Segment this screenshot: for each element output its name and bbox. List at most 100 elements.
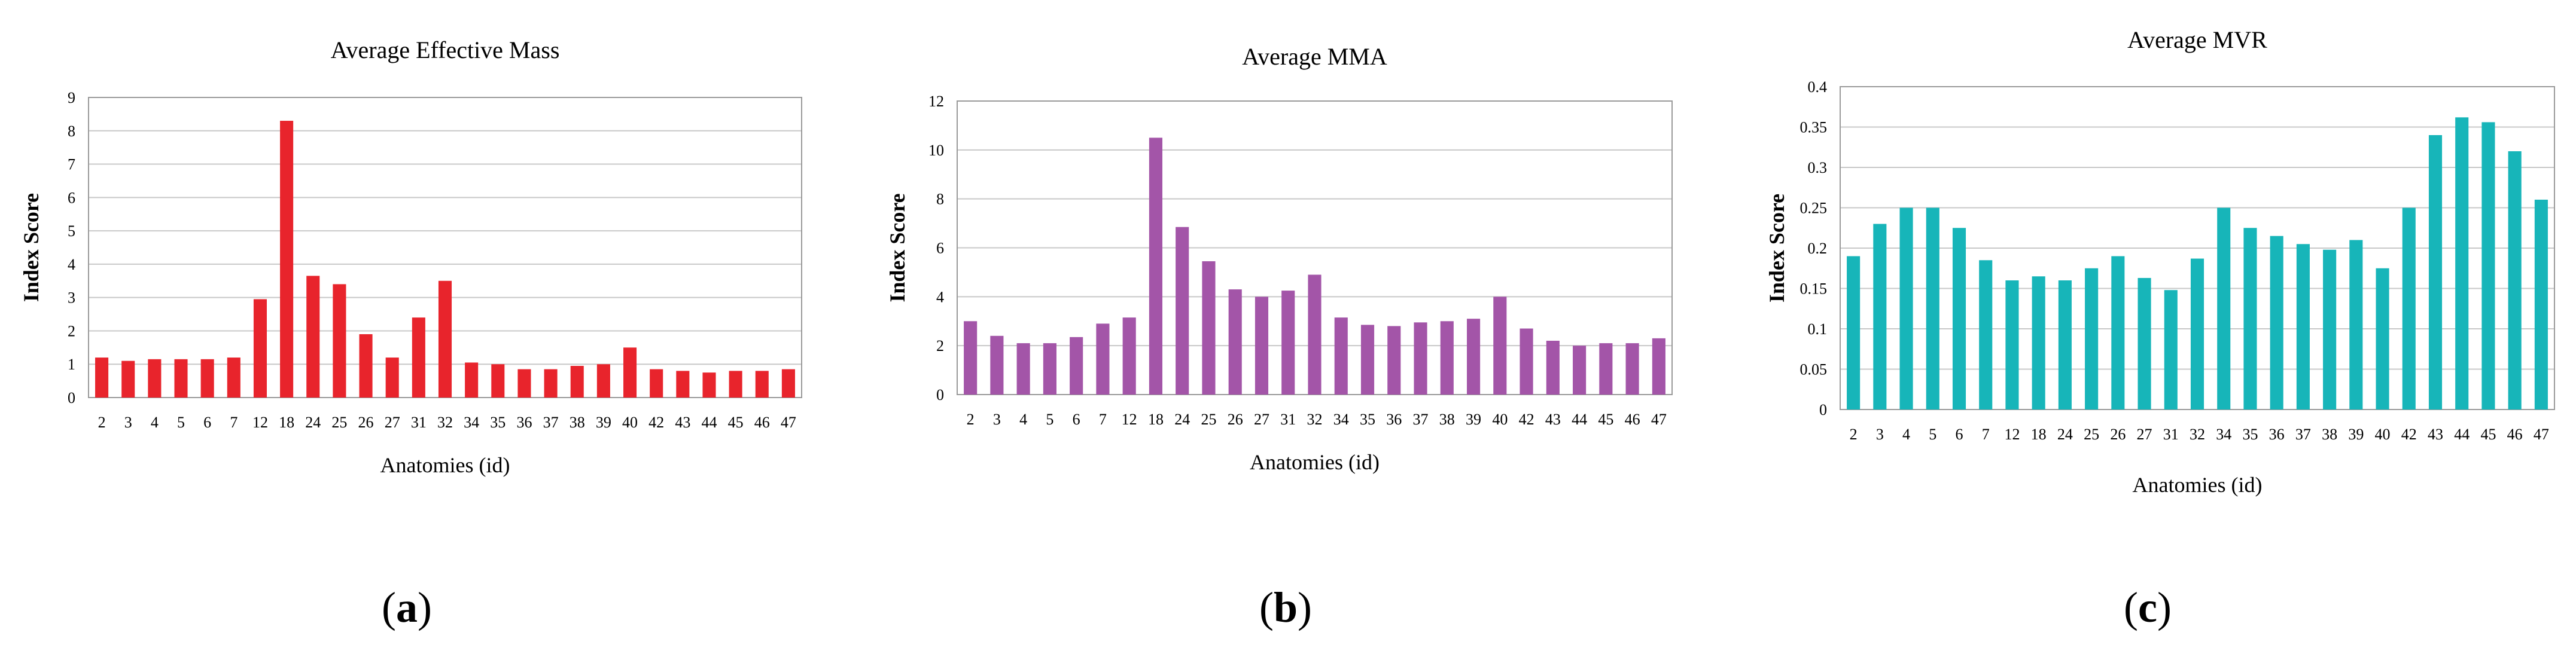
- x-tick-label: 43: [1545, 411, 1561, 428]
- x-tick-label: 46: [2507, 426, 2523, 443]
- x-tick-label: 7: [1982, 426, 1990, 443]
- bar: [676, 371, 690, 398]
- x-tick-label: 12: [252, 414, 268, 431]
- y-tick-label: 0.3: [1808, 159, 1828, 176]
- x-tick-label: 5: [1046, 411, 1053, 428]
- x-tick-label: 34: [1333, 411, 1349, 428]
- bar: [491, 364, 505, 398]
- bar: [1599, 343, 1613, 395]
- y-tick-label: 4: [68, 256, 75, 273]
- bar: [650, 369, 663, 398]
- x-tick-label: 27: [385, 414, 400, 431]
- bar: [1979, 260, 1993, 410]
- caption-b-letter: b: [1273, 583, 1298, 631]
- bar: [121, 360, 135, 398]
- bar: [1414, 322, 1427, 395]
- bar: [1043, 343, 1056, 395]
- y-tick-label: 9: [68, 89, 75, 106]
- x-tick-label: 7: [1099, 411, 1107, 428]
- bar: [1149, 138, 1163, 395]
- bar: [702, 372, 716, 398]
- x-tick-label: 3: [993, 411, 1001, 428]
- bar: [2508, 151, 2522, 410]
- x-tick-label: 42: [648, 414, 664, 431]
- x-tick-label: 7: [230, 414, 237, 431]
- x-tick-label: 44: [701, 414, 717, 431]
- y-tick-label: 12: [928, 93, 944, 110]
- bar: [2217, 207, 2231, 410]
- x-tick-label: 18: [1148, 411, 1164, 428]
- x-axis-label: Anatomies (id): [1250, 450, 1380, 474]
- x-tick-label: 42: [2401, 426, 2417, 443]
- x-tick-label: 38: [2322, 426, 2337, 443]
- bar: [1096, 323, 1110, 395]
- x-tick-label: 3: [124, 414, 132, 431]
- bar: [544, 369, 558, 398]
- x-tick-label: 47: [1651, 411, 1667, 428]
- x-tick-label: 46: [1625, 411, 1640, 428]
- y-tick-label: 6: [68, 189, 75, 206]
- chart-panel-c: 0 0.05 0.1 0.15 0.2 0.25 0.3 0.35 0.4 2 3 4 5 6 7 12 18 2…: [1717, 0, 2576, 660]
- x-tick-label: 26: [2110, 426, 2126, 443]
- x-tick-label: 26: [358, 414, 374, 431]
- x-tick-label: 45: [728, 414, 744, 431]
- chart-panel-a: 0 1 2 3 4 5 6 7 8 9 2 3 4 5 6 7 12 18 24 25 26 27 31 32 34 35 36 37…: [0, 0, 849, 660]
- y-tick-label: 0.25: [1800, 200, 1828, 217]
- bar: [2534, 200, 2548, 410]
- bar: [1228, 289, 1242, 395]
- x-tick-label: 32: [1307, 411, 1323, 428]
- bar: [2428, 135, 2443, 410]
- y-tick-label: 3: [68, 289, 75, 307]
- x-tick-label: 24: [1174, 411, 1190, 428]
- bar: [729, 371, 742, 398]
- bar: [755, 371, 769, 398]
- x-tick-label: 6: [1073, 411, 1080, 428]
- y-axis-label: Index Score: [885, 193, 909, 302]
- x-tick-label: 39: [2348, 426, 2364, 443]
- bar: [2005, 280, 2019, 410]
- caption-b: (b): [1259, 583, 1313, 631]
- bar: [1520, 328, 1533, 395]
- bar: [359, 334, 373, 398]
- bar: [2376, 268, 2389, 410]
- caption-a-letter: a: [395, 583, 418, 631]
- x-tick-label: 5: [1929, 426, 1936, 443]
- bar: [280, 121, 294, 398]
- y-tick-label: 2: [936, 337, 944, 355]
- x-tick-label: 45: [2480, 426, 2496, 443]
- bar: [2323, 249, 2337, 410]
- x-tick-label: 4: [1019, 411, 1027, 428]
- y-tick-label: 1: [68, 356, 75, 373]
- bar: [1070, 337, 1083, 395]
- x-tick-label: 35: [490, 414, 506, 431]
- bar: [227, 358, 240, 398]
- bar: [990, 335, 1004, 395]
- x-tick-label: 42: [1519, 411, 1534, 428]
- bar: [596, 364, 610, 398]
- bar: [1466, 319, 1481, 395]
- x-tick-label: 2: [967, 411, 975, 428]
- bar: [1281, 291, 1295, 395]
- x-tick-label: 34: [2216, 426, 2231, 443]
- caption-c-letter: c: [2137, 583, 2157, 631]
- x-tick-label: 25: [2084, 426, 2099, 443]
- bar: [2164, 290, 2178, 410]
- bar: [2058, 280, 2072, 410]
- bar: [333, 284, 346, 398]
- bar: [1926, 207, 1939, 410]
- x-tick-label: 27: [1254, 411, 1269, 428]
- x-tick-label: 24: [2057, 426, 2073, 443]
- chart-title: Average Effective Mass: [331, 36, 560, 63]
- x-axis-label: Anatomies (id): [2133, 473, 2263, 497]
- y-tick-label: 0.05: [1800, 361, 1828, 378]
- bar: [964, 321, 978, 395]
- bar: [1334, 317, 1348, 395]
- x-tick-label: 38: [1439, 411, 1455, 428]
- bar: [148, 359, 162, 398]
- y-tick-label: 7: [68, 156, 75, 173]
- x-tick-label: 18: [2031, 426, 2047, 443]
- y-tick-label: 10: [928, 142, 944, 159]
- bar: [465, 362, 479, 398]
- bar: [1440, 321, 1454, 395]
